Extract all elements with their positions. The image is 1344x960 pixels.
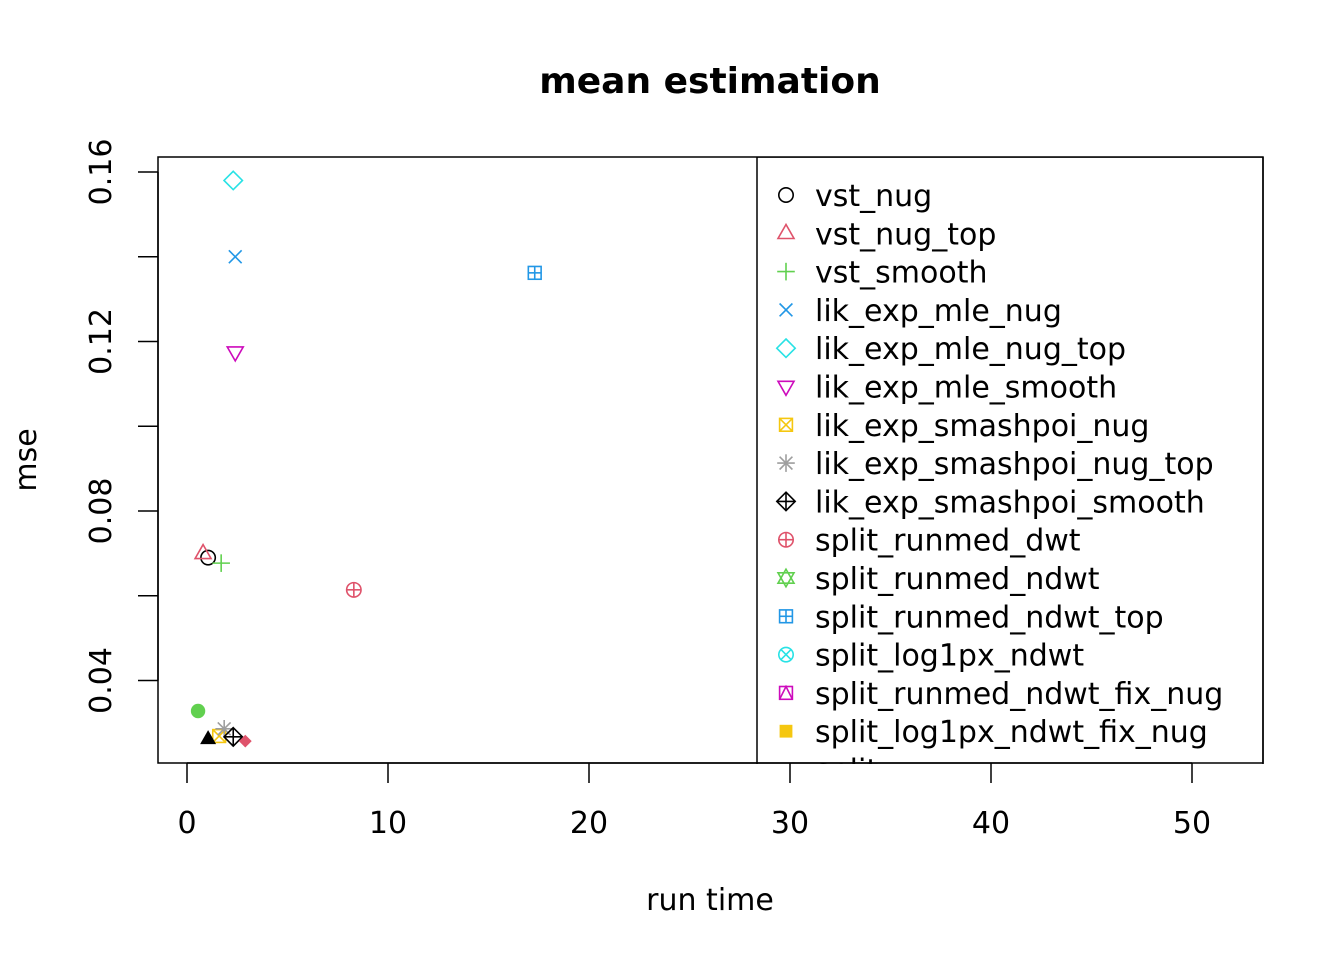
legend-symbol (778, 684, 794, 701)
legend-label: vst_nug (815, 179, 932, 214)
legend-symbol (777, 531, 794, 548)
data-point (200, 730, 217, 745)
legend-symbol (778, 417, 794, 432)
x-tick-label: 20 (570, 806, 608, 841)
legend-label: lik_exp_mle_smooth (815, 371, 1117, 406)
legend-label: lik_exp_mle_nug (815, 294, 1062, 329)
legend-symbol (777, 646, 794, 663)
legend-label: vst_nug_top (815, 217, 996, 252)
legend-symbol (779, 724, 793, 738)
data-point (527, 265, 542, 281)
y-tick-label: 0.08 (84, 478, 119, 545)
x-tick-label: 50 (1173, 806, 1211, 841)
legend-label: split_runmed_dwt (815, 524, 1081, 559)
data-point (228, 249, 243, 264)
x-tick-label: 40 (972, 806, 1010, 841)
legend-symbol (777, 454, 795, 472)
legend-label: split_runmed_ndwt_top (815, 600, 1164, 635)
data-point (238, 734, 252, 748)
x-tick-label: 0 (177, 806, 196, 841)
legend-label: lik_exp_mle_nug_top (815, 332, 1126, 367)
legend-label: vst_smooth (815, 256, 988, 291)
data-point (345, 581, 362, 598)
legend-symbol (776, 380, 796, 397)
chart-title: mean estimation (539, 61, 881, 102)
data-point (225, 346, 245, 363)
legend-symbol (775, 337, 797, 359)
legend-label-partial: split... (815, 754, 907, 789)
data-point (215, 720, 233, 738)
data-point (200, 549, 217, 566)
legend-box (756, 157, 1264, 764)
legend-symbol (776, 222, 796, 240)
data-point (212, 554, 230, 572)
legend-label: split_log1px_ndwt (815, 639, 1084, 674)
x-axis-label: run time (646, 883, 774, 918)
legend-label: split_runmed_ndwt_fix_nug (815, 677, 1223, 712)
x-tick-label: 30 (771, 806, 809, 841)
data-point (190, 703, 206, 719)
data-point (193, 542, 213, 560)
legend-symbol (779, 302, 793, 317)
y-tick-label: 0.16 (84, 139, 119, 206)
legend-symbol (776, 567, 796, 589)
legend-label: lik_exp_smashpoi_nug (815, 409, 1149, 444)
legend-label: lik_exp_smashpoi_nug_top (815, 447, 1214, 482)
legend: vst_nugvst_nug_topvst_smoothlik_exp_mle_… (756, 157, 1264, 789)
legend-symbol (775, 491, 797, 512)
legend-label: split_runmed_ndwt (815, 562, 1100, 597)
legend-symbol (777, 262, 795, 281)
legend-label: split_log1px_ndwt_fix_nug (815, 715, 1208, 750)
legend-label: lik_exp_smashpoi_smooth (815, 485, 1205, 520)
y-tick-label: 0.04 (84, 647, 119, 714)
y-axis-label: mse (9, 428, 44, 491)
x-tick-label: 10 (369, 806, 407, 841)
legend-symbol (778, 609, 794, 624)
legend-symbol (777, 187, 794, 204)
data-point (222, 170, 244, 191)
data-point (222, 726, 244, 748)
y-tick-label: 0.12 (84, 308, 119, 375)
